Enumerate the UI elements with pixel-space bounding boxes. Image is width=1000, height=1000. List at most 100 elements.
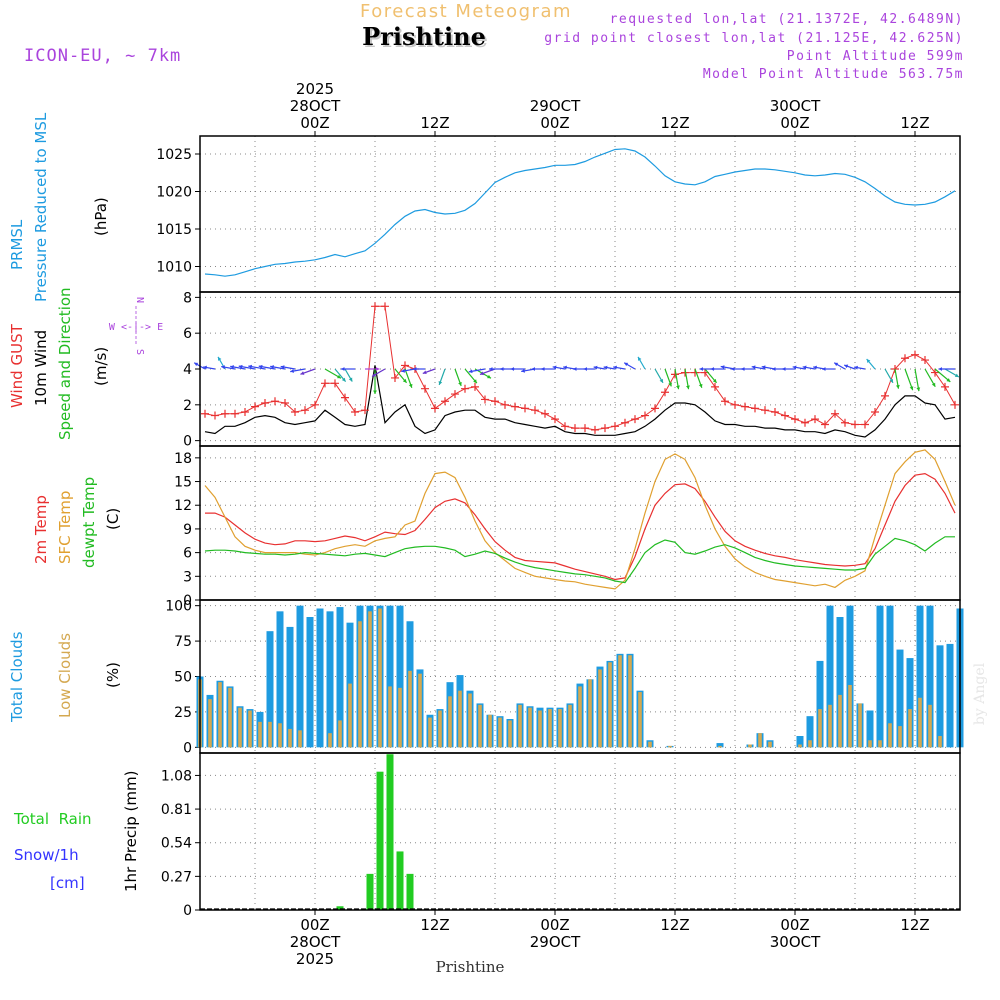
wind-gust-line	[204, 305, 956, 431]
arrow-head	[300, 371, 305, 375]
low-cloud-bar	[908, 709, 912, 748]
gust-marker	[921, 356, 929, 365]
wind-direction-arrow	[344, 368, 353, 382]
gust-marker	[791, 415, 799, 424]
arrow-head	[479, 371, 484, 376]
arrow-head	[218, 356, 222, 361]
arrow-head	[834, 362, 839, 367]
total-cloud-bar	[936, 645, 944, 748]
temperature-ytick-label: 18	[174, 451, 192, 467]
arrow-head	[802, 365, 807, 370]
low-cloud-bar	[468, 693, 472, 748]
gust-marker	[441, 397, 449, 406]
gust-marker	[601, 424, 609, 433]
clouds-unit: (%)	[104, 662, 122, 688]
station-title-shadow: Prishtine	[364, 24, 488, 53]
arrow-head	[401, 368, 406, 373]
arrow-head	[583, 367, 588, 371]
arrow-head	[909, 386, 914, 391]
clouds-panel: 0 25 50 75 100	[165, 599, 964, 756]
wind-direction-arrow	[404, 368, 413, 388]
gust-marker	[351, 407, 359, 416]
temperature-ytick-label: 0	[183, 593, 192, 609]
arrow-head	[659, 378, 663, 383]
low-cloud-bar	[848, 685, 852, 748]
gust-marker	[401, 361, 409, 370]
gust-marker	[451, 390, 459, 399]
low-cloud-bar	[288, 728, 292, 748]
total-cloud-bar	[906, 658, 914, 748]
total-cloud-bar	[836, 617, 844, 748]
low-cloud-bar	[518, 704, 522, 748]
wind-direction-arrow	[802, 365, 816, 370]
wind-direction-arrow	[341, 367, 355, 371]
low-cloud-bar	[528, 707, 532, 748]
low-cloud-bar	[428, 717, 432, 748]
pressure-unit: (hPa)	[92, 197, 110, 236]
wind-direction-arrow	[230, 365, 246, 370]
total-cloud-bar	[316, 608, 324, 748]
gust-marker	[541, 409, 549, 418]
wind-direction-arrow	[290, 368, 306, 373]
total-cloud-bar	[846, 605, 854, 748]
arrow-head	[230, 365, 235, 369]
arrow-head	[458, 381, 462, 386]
low-cloud-bar	[768, 741, 772, 748]
arrow-head	[280, 365, 285, 369]
gust-marker	[201, 409, 209, 418]
arrow-head	[531, 367, 536, 371]
gust-marker	[461, 384, 469, 393]
low-cloud-bar	[368, 611, 372, 748]
temperature-panel: 0 3 6 9 12 15 18	[174, 445, 961, 609]
wind-direction-arrow	[593, 365, 606, 370]
arrow-head	[603, 365, 608, 370]
bottom-time-label: 00Z	[300, 916, 329, 934]
low-cloud-bar	[718, 745, 722, 748]
wind-direction-arrow	[541, 367, 555, 371]
low-cloud-bar	[808, 740, 812, 748]
wind-direction-arrow	[934, 368, 951, 383]
wind-direction-arrow	[573, 367, 585, 371]
low-cloud-bar	[238, 707, 242, 748]
gust-marker	[501, 400, 509, 409]
low-cloud-bar	[538, 710, 542, 748]
model-altitude: Model Point Altitude 563.75m	[703, 67, 964, 82]
total-cloud-bar	[396, 605, 404, 748]
arrow-head	[782, 367, 786, 371]
gust-marker	[781, 411, 789, 420]
low-cloud-bar	[898, 726, 902, 748]
arrow-head	[372, 373, 377, 377]
pressure-frame	[199, 135, 961, 293]
arrow-head	[194, 362, 199, 367]
gust-marker	[871, 407, 879, 416]
low-cloud-bar	[208, 699, 212, 748]
gust-marker	[711, 382, 719, 391]
wind-direction-arrow	[365, 367, 380, 371]
gust-marker	[831, 409, 839, 418]
arrow-head	[521, 368, 526, 373]
gust-marker	[631, 415, 639, 424]
precip-ytick-label: 0	[183, 903, 192, 919]
gust-marker	[231, 409, 239, 418]
pressure-ytick-label: 1015	[156, 222, 192, 238]
low-cloud-bar	[918, 697, 922, 748]
low-cloud-bar	[268, 721, 272, 748]
gust-marker	[941, 382, 949, 391]
total-cloud-bar	[876, 605, 884, 748]
arrow-head	[290, 369, 295, 373]
bottom-time-label: 00Z	[540, 916, 569, 934]
low-cloud-bar	[388, 686, 392, 748]
point-altitude: Point Altitude 599m	[787, 49, 964, 64]
low-cloud-bar	[618, 655, 622, 748]
low-cloud-bar	[548, 709, 552, 748]
total-cloud-bar	[946, 643, 954, 748]
arrow-head	[854, 365, 858, 370]
low-cloud-bar	[938, 736, 942, 748]
top-time-label: 00Z	[300, 114, 329, 132]
arrow-head	[238, 364, 243, 369]
low-cloud-bar	[608, 662, 612, 748]
gust-marker	[551, 415, 559, 424]
gust-marker	[281, 399, 289, 408]
arrow-head	[624, 362, 629, 367]
